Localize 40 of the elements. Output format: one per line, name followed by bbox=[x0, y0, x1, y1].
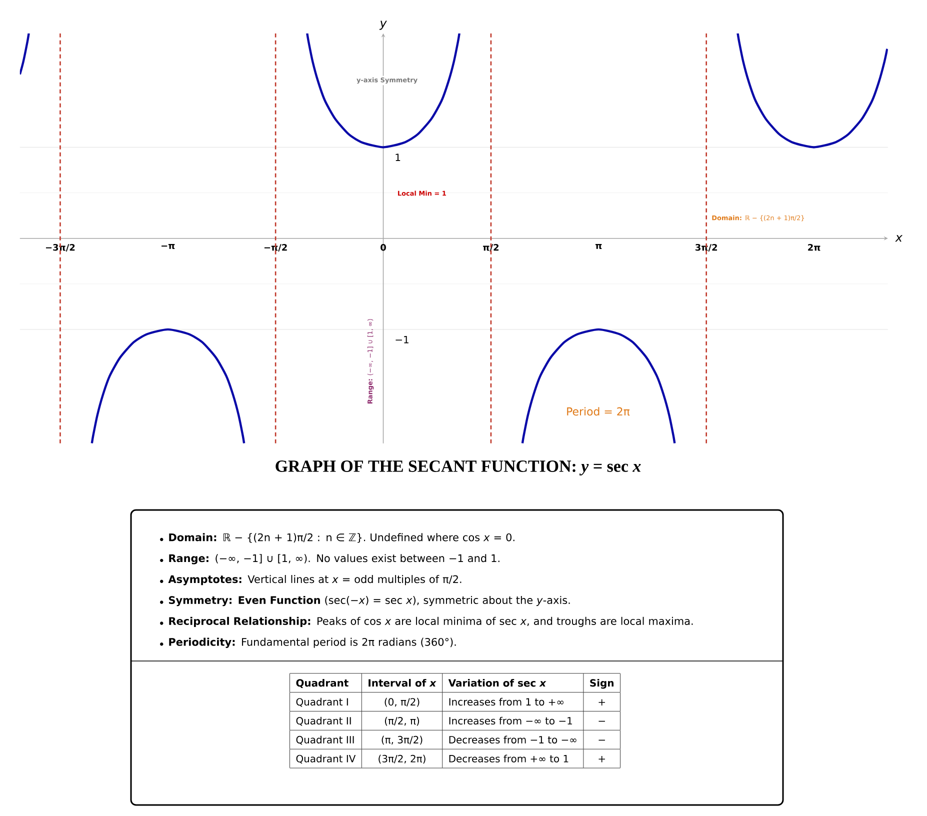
y-axis-title: y bbox=[379, 20, 387, 30]
text: + bbox=[598, 699, 605, 706]
y-tick-label: 1 bbox=[396, 154, 400, 162]
text: Domain: ℝ − {(2n + 1)π/2 : n ∈ ℤ}. Undefined where cos x = 0. bbox=[169, 533, 514, 543]
text: Quadrant bbox=[296, 678, 348, 688]
text: Interval of x bbox=[368, 678, 436, 687]
text: Symmetry: Even Function (sec(−x) = sec x), symmetric about the y-axis. bbox=[168, 596, 570, 606]
text: Variation of sec x bbox=[448, 678, 546, 687]
x-tick-label: −π/2 bbox=[264, 244, 287, 252]
text: − bbox=[598, 720, 605, 722]
text: Quadrant I bbox=[296, 698, 348, 707]
text: (π/2, π) bbox=[384, 716, 420, 726]
text: (0, π/2) bbox=[384, 698, 420, 707]
x-tick-label: −π bbox=[162, 244, 175, 250]
x-tick-label: π/2 bbox=[483, 244, 498, 252]
text: GRAPH OF THE SECANT FUNCTION: y = sec x bbox=[276, 460, 641, 476]
x-axis-title: x bbox=[895, 235, 903, 242]
text: Increases from 1 to +∞ bbox=[449, 698, 564, 706]
text: (3π/2, 2π) bbox=[378, 754, 426, 764]
text: Quadrant IV bbox=[296, 754, 356, 764]
x-tick-label: 3π/2 bbox=[696, 244, 717, 252]
text: Quadrant III bbox=[296, 736, 354, 745]
annotation: Period = 2π bbox=[567, 407, 630, 416]
y-tick-label: −1 bbox=[396, 336, 408, 344]
x-tick-label: 2π bbox=[808, 244, 820, 251]
text: Decreases from −1 to −∞ bbox=[449, 736, 576, 744]
text: Decreases from +∞ to 1 bbox=[449, 754, 568, 762]
text: Reciprocal Relationship: Peaks of cos x are local minima of sec x, and troughs are local maxima. bbox=[169, 616, 693, 627]
x-tick-label: −3π/2 bbox=[46, 244, 75, 252]
text: + bbox=[598, 756, 605, 762]
text: Quadrant II bbox=[296, 716, 351, 726]
text: Increases from −∞ to −1 bbox=[449, 716, 572, 725]
text: Range: (−∞, −1] ∪ [1, ∞). No values exist between −1 and 1. bbox=[169, 554, 500, 564]
x-tick-label: π bbox=[595, 244, 602, 250]
text: Periodicity: Fundamental period is 2π radians (360°). bbox=[169, 638, 456, 648]
text: Asymptotes: Vertical lines at x = odd multiples of π/2. bbox=[168, 575, 462, 586]
text: Sign bbox=[590, 678, 614, 689]
x-tick-label: 0 bbox=[380, 244, 386, 251]
text: − bbox=[598, 740, 605, 741]
text: (π, 3π/2) bbox=[382, 736, 422, 745]
